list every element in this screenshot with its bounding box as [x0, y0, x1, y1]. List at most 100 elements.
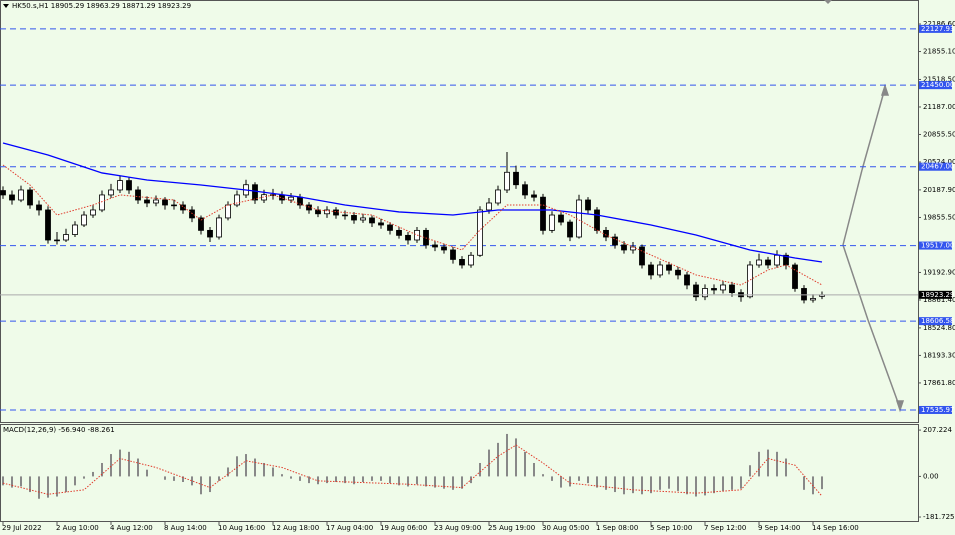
candle-body — [711, 288, 717, 291]
y-tick-label: 20524.00 — [923, 158, 955, 166]
macd-bar — [83, 476, 85, 479]
candle-body — [198, 217, 204, 231]
arrow-segment — [867, 319, 901, 409]
level-label: 17535.97 — [921, 406, 954, 414]
macd-bar — [479, 462, 481, 477]
macd-bar — [452, 476, 454, 490]
macd-bar — [407, 476, 409, 487]
macd-bar — [281, 474, 283, 477]
x-tick-label: 9 Sep 14:00 — [758, 524, 800, 532]
macd-bar — [641, 476, 643, 495]
level-box — [919, 317, 952, 326]
macd-bar — [209, 476, 211, 493]
candle-body — [81, 214, 87, 226]
candle-body — [207, 229, 213, 238]
candle-body — [594, 209, 600, 231]
macd-bar — [668, 476, 670, 489]
y-tick-label: 22186.60 — [923, 20, 955, 28]
macd-bar — [677, 476, 679, 491]
macd-title: MACD(12,26,9) -56.940 -88.261 — [3, 426, 115, 434]
indicator-line — [2, 164, 823, 286]
macd-bar — [731, 476, 733, 490]
level-box — [919, 81, 952, 90]
macd-pane-frame — [0, 424, 919, 522]
macd-bar — [713, 476, 715, 494]
macd-bar — [740, 476, 742, 489]
macd-bar — [110, 454, 112, 477]
macd-bar — [650, 476, 652, 494]
macd-bar — [317, 476, 319, 485]
macd-bar — [29, 476, 31, 493]
indicator-line — [2, 142, 823, 263]
macd-bar — [335, 476, 337, 482]
candle-body — [459, 259, 465, 266]
x-tick-label: 10 Aug 16:00 — [218, 524, 265, 532]
current-price-label: 18923.29 — [921, 291, 954, 299]
level-box — [919, 162, 952, 171]
level-box — [919, 241, 952, 250]
y-tick-label: 18524.80 — [923, 324, 955, 332]
macd-bar — [245, 454, 247, 477]
x-tick-label: 29 Jul 2022 — [2, 524, 42, 532]
macd-bar — [119, 449, 121, 477]
macd-bar — [263, 462, 265, 477]
y-tick-label: 20187.90 — [923, 186, 955, 194]
macd-bar — [326, 476, 328, 484]
candle-body — [333, 209, 339, 216]
candle-body — [540, 196, 546, 231]
arrow-segment — [842, 169, 863, 246]
candle-body — [486, 202, 492, 211]
candle-body — [504, 171, 510, 191]
y-tick-label: 19192.90 — [923, 268, 955, 276]
macd-bar — [344, 476, 346, 484]
macd-bar — [695, 476, 697, 497]
macd-bar — [758, 451, 760, 477]
candle-body — [99, 194, 105, 211]
arrow-head — [895, 400, 905, 413]
candle-body — [477, 209, 483, 256]
macd-bar — [776, 451, 778, 477]
candle-body — [153, 199, 159, 204]
candle-body — [54, 239, 60, 242]
menu-arrow[interactable] — [3, 4, 9, 8]
candle-body — [360, 217, 366, 221]
macd-bar — [587, 476, 589, 484]
macd-bar — [542, 474, 544, 477]
candle-body — [432, 244, 438, 248]
macd-bar — [596, 476, 598, 488]
candle-body — [513, 171, 519, 186]
macd-bar — [380, 476, 382, 481]
candle-body — [648, 264, 654, 276]
macd-bar — [425, 476, 427, 487]
candle-body — [531, 194, 537, 198]
macd-bar — [506, 433, 508, 477]
x-tick-label: 2 Aug 10:00 — [56, 524, 99, 532]
candle-body — [612, 236, 618, 246]
macd-bar — [353, 476, 355, 485]
y-tick-label: 20855.50 — [923, 130, 955, 138]
macd-bar — [659, 476, 661, 490]
candle-body — [468, 254, 474, 266]
macd-bar — [443, 476, 445, 489]
y-tick-label: 207.224 — [923, 426, 952, 434]
candle-body — [144, 199, 150, 204]
y-tick-label: 21187.00 — [923, 103, 955, 111]
candle-body — [765, 259, 771, 266]
y-tick-label: -181.725 — [923, 513, 954, 521]
candle-body — [0, 190, 6, 196]
macd-bar — [74, 476, 76, 486]
macd-bar — [497, 442, 499, 477]
macd-bar — [560, 476, 562, 488]
candle-body — [18, 189, 24, 201]
macd-bar — [236, 456, 238, 477]
x-tick-label: 25 Aug 19:00 — [488, 524, 535, 532]
x-tick-label: 4 Aug 12:00 — [110, 524, 153, 532]
y-tick-label: 18193.30 — [923, 351, 955, 359]
candle-body — [252, 184, 258, 201]
candle-body — [495, 189, 501, 204]
y-tick-label: 21855.10 — [923, 48, 955, 56]
candle-body — [270, 194, 276, 196]
x-tick-label: 5 Sep 10:00 — [650, 524, 692, 532]
macd-bar — [2, 476, 4, 486]
